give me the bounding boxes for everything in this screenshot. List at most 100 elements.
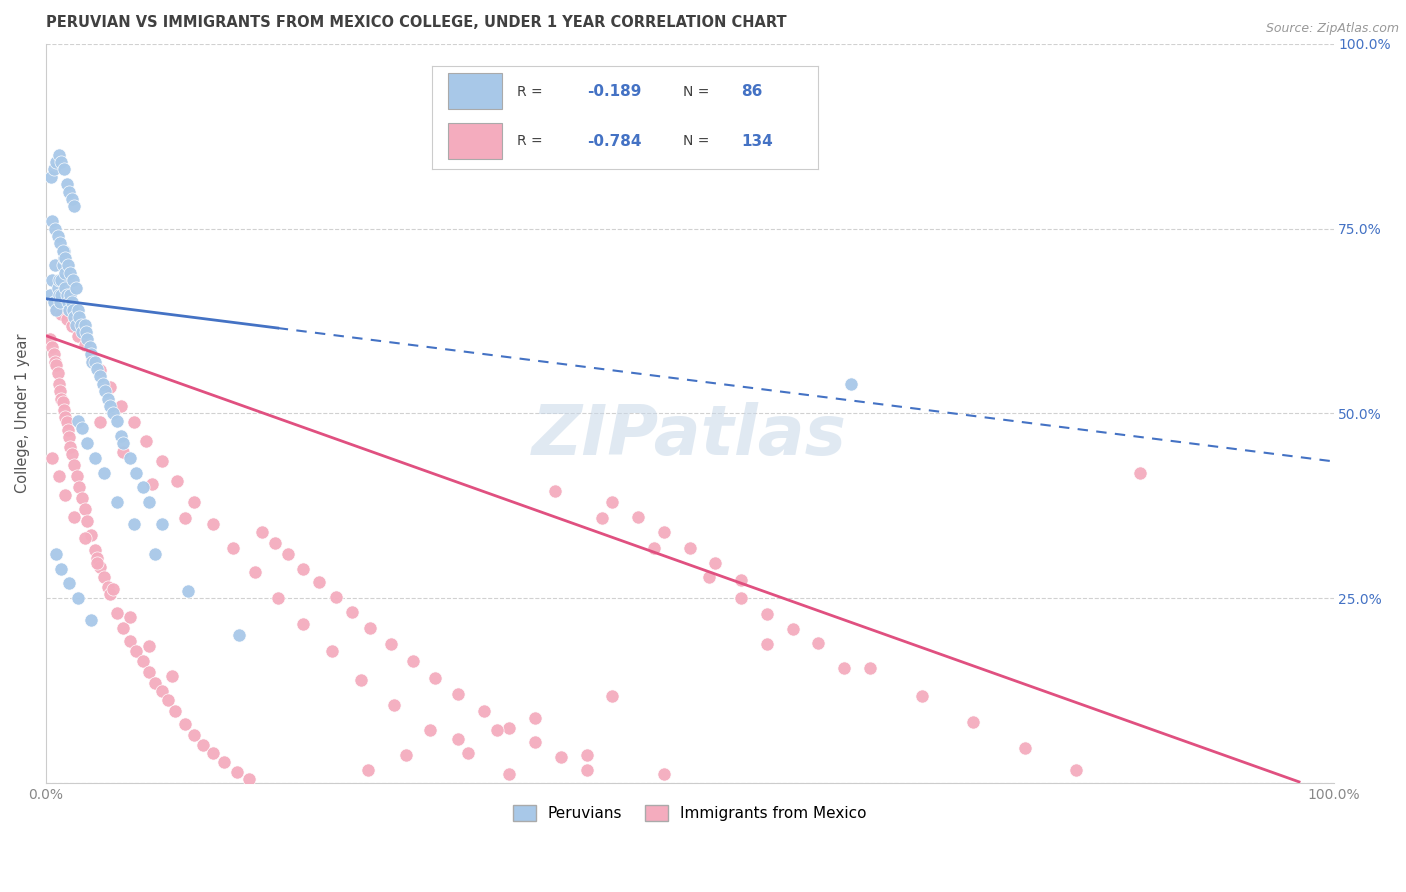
Point [76,514,98,528]
Point [73,502,96,516]
Point [380,637,402,651]
Point [704,556,727,570]
Point [53,410,76,425]
Point [55,415,77,429]
Point [48,469,70,483]
Point [110,428,132,442]
Point [252,524,274,539]
Point [44,354,66,368]
Point [52,259,75,273]
Point [1064,763,1087,777]
Point [150,517,173,532]
Point [292,617,315,632]
Point [58,430,80,444]
Point [98,587,121,601]
Point [56,295,79,310]
Point [83,354,105,368]
Point [46,228,69,243]
Point [122,415,145,429]
Point [138,665,160,680]
Point [447,687,470,701]
Point [782,622,804,636]
Point [202,517,225,532]
Point [325,590,347,604]
Point [63,509,86,524]
Point [70,421,93,435]
Point [125,644,148,658]
Point [44,221,66,235]
Point [63,199,86,213]
Point [69,310,91,325]
Point [174,717,197,731]
Point [591,511,613,525]
Point [42,347,65,361]
Point [51,561,73,575]
Point [46,366,69,380]
Point [105,495,128,509]
Point [66,469,89,483]
Text: PERUVIAN VS IMMIGRANTS FROM MEXICO COLLEGE, UNDER 1 YEAR CORRELATION CHART: PERUVIAN VS IMMIGRANTS FROM MEXICO COLLE… [46,15,786,30]
Point [122,517,145,532]
Point [73,531,96,545]
Point [447,731,470,746]
Point [67,591,90,606]
Point [98,380,121,394]
Point [65,280,87,294]
Point [86,550,108,565]
Point [238,772,260,787]
Point [79,340,101,354]
Point [49,295,72,310]
Point [202,747,225,761]
Point [58,576,80,591]
Point [423,671,446,685]
Point [98,399,121,413]
Point [56,423,79,437]
Point [112,445,135,459]
Point [228,628,250,642]
Point [321,644,343,658]
Point [53,244,76,258]
Point [267,591,290,606]
Point [543,483,565,498]
Point [150,454,173,468]
Point [697,570,720,584]
Point [150,683,173,698]
Point [264,535,287,549]
Point [53,280,76,294]
Point [59,266,82,280]
Text: ZIPatlas: ZIPatlas [533,402,848,469]
Point [89,363,111,377]
Point [105,414,128,428]
Point [52,244,75,258]
Point [70,325,93,339]
Point [221,541,243,555]
Point [225,764,247,779]
Point [457,747,479,761]
Point [53,402,76,417]
Point [53,488,76,502]
Point [101,406,124,420]
Point [112,436,135,450]
Point [86,556,108,570]
Point [83,543,105,558]
Text: Source: ZipAtlas.com: Source: ZipAtlas.com [1265,22,1399,36]
Point [131,480,153,494]
Point [59,288,82,302]
Point [83,450,105,465]
Point [131,654,153,668]
Point [575,747,598,762]
Point [157,693,180,707]
Point [342,605,364,619]
Point [45,302,67,317]
Point [91,376,114,391]
Point [67,414,90,428]
Point [419,723,441,737]
Point [112,621,135,635]
Point [70,491,93,506]
Point [166,475,188,489]
Point [485,723,508,737]
Point [1014,740,1036,755]
Point [73,318,96,332]
Point [49,384,72,399]
Point [308,574,330,589]
